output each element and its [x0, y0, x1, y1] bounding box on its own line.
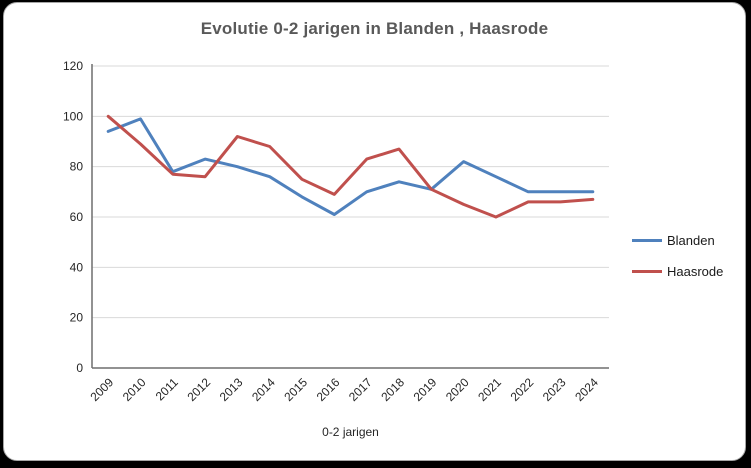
- x-tick-label: 2013: [217, 375, 246, 404]
- x-tick-label: 2010: [120, 375, 149, 404]
- y-tick-label: 40: [70, 260, 84, 274]
- x-tick-label: 2024: [572, 375, 601, 404]
- legend-label-blanden: Blanden: [667, 233, 715, 248]
- y-tick-label: 0: [76, 361, 83, 375]
- y-tick-label: 120: [63, 59, 83, 73]
- x-tick-label: 2021: [475, 375, 504, 404]
- x-tick-label: 2017: [346, 375, 375, 404]
- chart-title: Evolutie 0-2 jarigen in Blanden , Haasro…: [200, 19, 549, 38]
- x-tick-label: 2011: [153, 375, 181, 403]
- y-tick-label: 20: [70, 311, 84, 325]
- blanden-line-swatch: [632, 239, 662, 242]
- x-tick-label: 2020: [443, 375, 472, 404]
- legend-item-blanden: Blanden: [632, 233, 723, 248]
- x-tick-label: 2012: [184, 375, 213, 404]
- x-tick-label: 2022: [508, 375, 537, 404]
- x-tick-label: 2009: [87, 375, 116, 404]
- haasrode-line-swatch: [632, 270, 662, 273]
- x-tick-label: 2023: [540, 375, 569, 404]
- x-axis-title: 0-2 jarigen: [322, 425, 379, 439]
- x-tick-label: 2019: [411, 375, 440, 404]
- x-tick-label: 2018: [378, 375, 407, 404]
- y-tick-label: 80: [70, 160, 84, 174]
- legend-label-haasrode: Haasrode: [667, 264, 724, 279]
- series-line-blanden: [106, 117, 595, 216]
- series-line-haasrode: [106, 114, 595, 219]
- legend: Blanden Haasrode: [632, 233, 723, 279]
- x-tick-label: 2014: [249, 375, 278, 404]
- y-tick-label: 100: [63, 109, 83, 123]
- x-tick-label: 2015: [281, 375, 310, 404]
- chart-frame: Evolutie 0-2 jarigen in Blanden , Haasro…: [3, 2, 746, 461]
- x-tick-label: 2016: [314, 375, 343, 404]
- legend-item-haasrode: Haasrode: [632, 264, 723, 279]
- y-tick-label: 60: [70, 210, 84, 224]
